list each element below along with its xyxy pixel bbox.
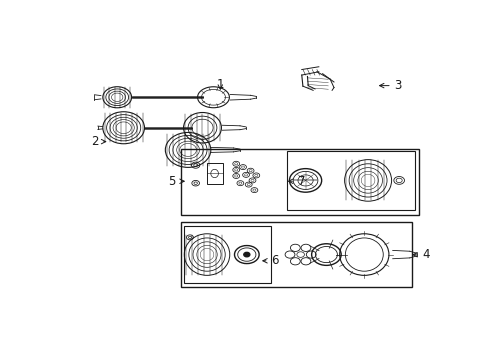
Text: 5: 5 xyxy=(168,175,184,188)
Bar xyxy=(180,222,411,287)
Circle shape xyxy=(244,252,249,257)
Text: 7: 7 xyxy=(288,175,305,188)
Bar xyxy=(184,226,271,283)
Text: 1: 1 xyxy=(216,78,224,91)
Text: 6: 6 xyxy=(262,254,278,267)
Bar xyxy=(180,149,418,215)
Bar xyxy=(206,163,223,184)
Bar xyxy=(286,151,415,210)
Text: 4: 4 xyxy=(412,248,428,261)
Text: 2: 2 xyxy=(91,135,105,148)
Text: 3: 3 xyxy=(379,79,401,92)
